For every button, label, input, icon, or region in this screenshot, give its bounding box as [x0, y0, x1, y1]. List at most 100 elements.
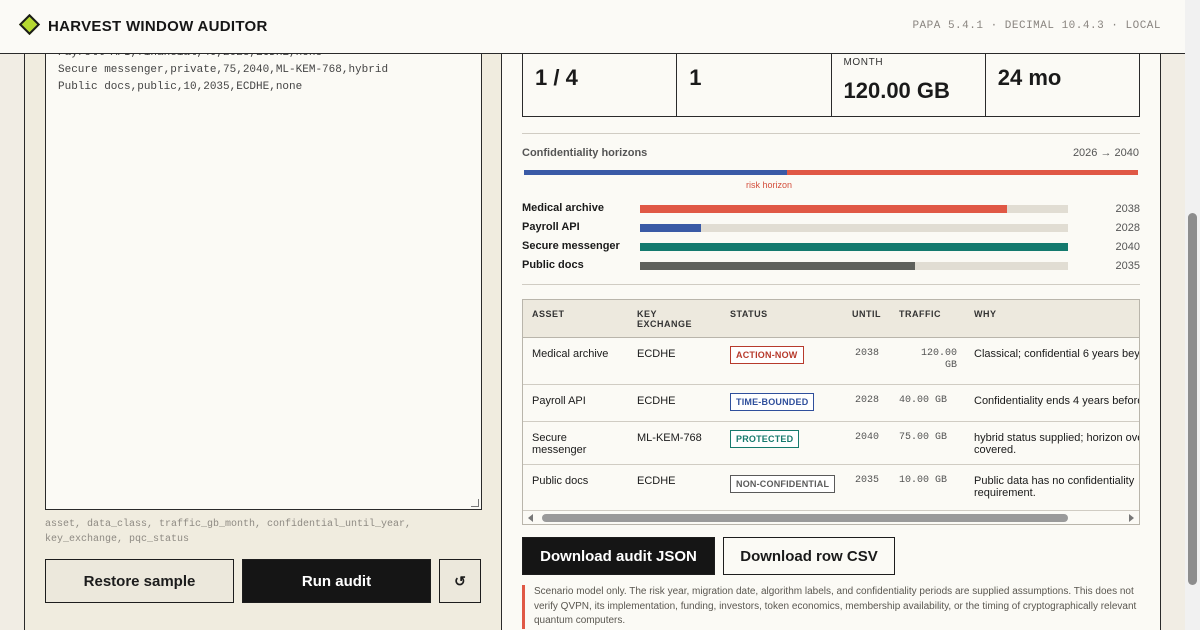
- horizon-bar-fill: [640, 224, 702, 232]
- cell-why-line: hybrid status supplied; horizon ove: [974, 432, 1140, 444]
- horizon-bar-name: Medical archive: [522, 202, 604, 214]
- divider: [522, 133, 1140, 134]
- col-header-key-line: EXCHANGE: [637, 319, 693, 329]
- horizon-bar-name: Public docs: [522, 259, 584, 271]
- metric-value: 120.00 GB: [843, 78, 950, 103]
- cell-asset: Secure messenger: [532, 432, 587, 456]
- cell-key-exchange: ECDHE: [637, 395, 676, 407]
- metric-label: MONTH: [843, 57, 884, 68]
- status-badge: PROTECTED: [730, 430, 800, 448]
- version-info: PAPA 5.4.1 · DECIMAL 10.4.3 · LOCAL: [912, 20, 1161, 32]
- csv-editor[interactable]: Payroll API,financial,40,2028,ECDHE,none…: [45, 54, 482, 510]
- timeline-safe-segment: [524, 170, 788, 175]
- metric-value: 1 / 4: [535, 65, 578, 90]
- scrollbar-thumb[interactable]: [542, 514, 1068, 522]
- col-header-status: STATUS: [730, 309, 768, 319]
- cell-asset: Payroll API: [532, 395, 586, 407]
- cell-traffic: 75.00 GB: [899, 432, 948, 443]
- cell-why: hybrid status supplied; horizon ove cover…: [974, 432, 1140, 456]
- cell-until: 2028: [855, 395, 880, 406]
- restore-sample-button[interactable]: Restore sample: [45, 559, 234, 603]
- input-panel: Payroll API,financial,40,2028,ECDHE,none…: [24, 54, 502, 630]
- horizon-bar-row: Secure messenger 2040: [522, 240, 1140, 254]
- cell-key-exchange: ML-KEM-768: [637, 432, 702, 444]
- col-header-key-exchange: KEY EXCHANGE: [637, 309, 692, 329]
- col-header-key-line: KEY: [637, 309, 658, 319]
- download-json-button[interactable]: Download audit JSON: [522, 537, 715, 575]
- cell-until: 2038: [855, 348, 880, 359]
- editor-line: Public docs,public,10,2035,ECDHE,none: [58, 81, 303, 93]
- col-header-until: UNTIL: [852, 309, 881, 319]
- cell-asset: Public docs: [532, 475, 589, 487]
- cell-traffic: 10.00 GB: [899, 475, 948, 486]
- table-horizontal-scrollbar[interactable]: [523, 510, 1139, 524]
- cell-why: Confidentiality ends 4 years before: [974, 395, 1140, 407]
- cell-key-exchange: ECDHE: [637, 348, 676, 360]
- table-row: Payroll API ECDHE TIME-BOUNDED 2028 40.0…: [523, 385, 1139, 422]
- metric-value: 1: [689, 65, 702, 90]
- run-audit-button[interactable]: Run audit: [242, 559, 431, 603]
- horizon-bar-year: 2028: [1115, 222, 1140, 234]
- cell-why-line: Public data has no confidentiality: [974, 475, 1135, 487]
- horizon-bar-track: [640, 262, 1068, 270]
- horizon-bar-track: [640, 205, 1068, 213]
- cell-asset: Medical archive: [532, 348, 609, 360]
- column-hint: asset, data_class, traffic_gb_month, con…: [45, 519, 412, 545]
- divider: [522, 284, 1140, 285]
- page-scrollbar[interactable]: [1185, 0, 1200, 630]
- risk-timeline: [524, 170, 1138, 175]
- cell-traffic: 40.00 GB: [899, 395, 948, 406]
- horizon-bar-year: 2035: [1115, 260, 1140, 272]
- table-row: Public docs ECDHE NON-CONFIDENTIAL 2035 …: [523, 465, 1139, 511]
- cell-why-line: requirement.: [974, 487, 1036, 499]
- audit-table[interactable]: ASSET KEY EXCHANGE STATUS UNTIL TRAFFIC W…: [522, 299, 1140, 525]
- horizon-bar-track: [640, 243, 1068, 251]
- risk-horizon-label: risk horizon: [746, 180, 793, 190]
- horizon-bar-fill: [640, 243, 1068, 251]
- horizon-bar-name: Secure messenger: [522, 240, 620, 252]
- metric-card: 1: [677, 54, 832, 116]
- horizon-bar-row: Medical archive 2038: [522, 202, 1140, 216]
- status-badge: ACTION-NOW: [730, 346, 804, 364]
- top-bar: HARVEST WINDOW AUDITOR PAPA 5.4.1 · DECI…: [0, 0, 1185, 54]
- cell-why: Classical; confidential 6 years bey: [974, 348, 1140, 360]
- page-scrollbar-thumb[interactable]: [1188, 213, 1197, 585]
- reset-icon[interactable]: ↺: [439, 559, 481, 603]
- horizon-bar-fill: [640, 205, 1007, 213]
- app-title: HARVEST WINDOW AUDITOR: [48, 18, 268, 35]
- cell-traffic: 120.00 GB: [915, 348, 957, 372]
- col-header-why: WHY: [974, 309, 997, 319]
- metric-card: 1 / 4: [523, 54, 678, 116]
- horizon-bar-row: Public docs 2035: [522, 259, 1140, 273]
- cell-traffic-line: GB: [944, 360, 957, 371]
- horizon-bar-track: [640, 224, 1068, 232]
- cell-until: 2035: [855, 475, 880, 486]
- col-header-traffic: TRAFFIC: [899, 309, 941, 319]
- status-badge: TIME-BOUNDED: [730, 393, 815, 411]
- resize-handle[interactable]: [471, 499, 479, 507]
- scroll-right-icon[interactable]: [1129, 514, 1134, 522]
- horizon-bar-name: Payroll API: [522, 221, 580, 233]
- metric-value: 24 mo: [997, 65, 1062, 90]
- col-header-asset: ASSET: [532, 309, 565, 319]
- editor-line: Secure messenger,private,75,2040,ML-KEM-…: [58, 64, 389, 76]
- horizon-bar-row: Payroll API 2028: [522, 221, 1140, 235]
- cell-traffic-line: 120.00: [920, 348, 957, 359]
- cell-why-line: covered.: [974, 444, 1017, 456]
- horizons-title: Confidentiality horizons: [522, 147, 648, 159]
- results-panel: 1 / 4 1 MONTH 120.00 GB 24 mo Confidenti…: [502, 54, 1161, 630]
- cell-why: Public data has no confidentiality requir…: [974, 475, 1134, 499]
- horizon-bar-fill: [640, 262, 916, 270]
- horizons-range: 2026 → 2040: [1072, 147, 1139, 159]
- cell-until: 2040: [855, 432, 880, 443]
- logo-icon: [18, 13, 42, 37]
- horizon-bar-year: 2038: [1115, 203, 1140, 215]
- metric-card: MONTH 120.00 GB: [832, 54, 986, 116]
- scroll-left-icon[interactable]: [528, 514, 533, 522]
- metrics-strip: 1 / 4 1 MONTH 120.00 GB 24 mo: [522, 54, 1140, 117]
- disclaimer-note: Scenario model only. The risk year, migr…: [522, 585, 1140, 629]
- download-csv-button[interactable]: Download row CSV: [723, 537, 895, 575]
- timeline-risk-segment: [787, 170, 1138, 175]
- horizon-bar-year: 2040: [1115, 241, 1140, 253]
- status-badge: NON-CONFIDENTIAL: [730, 475, 836, 493]
